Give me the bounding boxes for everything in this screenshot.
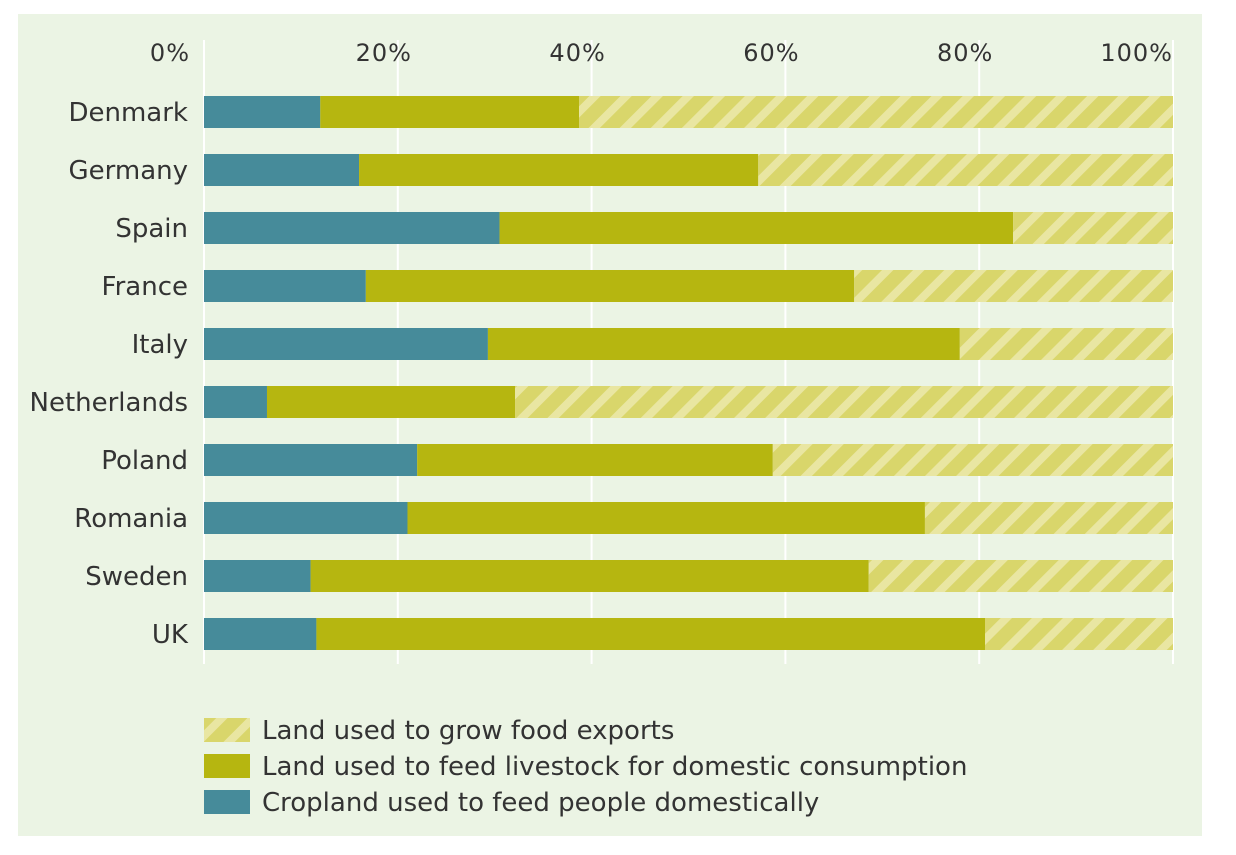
bar-segment <box>487 328 960 360</box>
bar-segment <box>1013 212 1173 244</box>
category-label: Germany <box>68 156 188 186</box>
bar-segment <box>407 502 925 534</box>
category-label: Netherlands <box>30 388 189 418</box>
legend-label: Land used to feed livestock for domestic… <box>262 752 967 782</box>
category-label: France <box>102 272 188 302</box>
bar-segment <box>204 618 317 650</box>
bar-segment <box>204 386 267 418</box>
bar-segment <box>204 444 418 476</box>
bar-segment <box>204 212 500 244</box>
bar-segment <box>499 212 1014 244</box>
bar-segment <box>320 96 580 128</box>
bar-segment <box>417 444 773 476</box>
x-tick-label: 80% <box>937 39 993 67</box>
category-labels: Denmark Germany Spain France Italy Netherland… <box>30 98 189 650</box>
category-label: Spain <box>115 214 188 244</box>
bar-segment <box>204 270 366 302</box>
category-label: Denmark <box>68 98 188 128</box>
bar-segment <box>204 154 360 186</box>
bars <box>204 96 1173 650</box>
x-tick-label: 60% <box>743 39 799 67</box>
legend-swatch <box>204 790 250 814</box>
bar-segment <box>365 270 855 302</box>
chart-panel: 0% 20% 40% 60% 80% 100% Denmark Germany Spain Fra… <box>18 14 1202 836</box>
x-tick-label: 100% <box>1100 39 1173 67</box>
bar-segment <box>204 328 488 360</box>
bar-segment <box>359 154 759 186</box>
bar-segment <box>985 618 1173 650</box>
x-tick-label: 0% <box>150 39 190 67</box>
bar-segment <box>204 96 321 128</box>
x-tick-label: 40% <box>549 39 605 67</box>
bar-segment <box>959 328 1173 360</box>
legend-swatch <box>204 754 250 778</box>
legend-label: Land used to grow food exports <box>262 716 674 746</box>
bar-segment <box>204 502 408 534</box>
bar-segment <box>310 560 869 592</box>
x-tick-label: 20% <box>356 39 412 67</box>
bar-segment <box>266 386 516 418</box>
legend-label: Cropland used to feed people domesticall… <box>262 788 819 818</box>
bar-segment <box>868 560 1173 592</box>
x-axis-ticks: 0% 20% 40% 60% 80% 100% <box>150 39 1173 67</box>
bar-segment <box>515 386 1173 418</box>
legend: Land used to grow food exports Land used … <box>204 716 967 818</box>
bar-segment <box>924 502 1173 534</box>
bar-segment <box>758 154 1173 186</box>
bar-segment <box>204 560 311 592</box>
category-label: Sweden <box>85 562 188 592</box>
bar-segment <box>316 618 986 650</box>
stacked-bar-chart: 0% 20% 40% 60% 80% 100% Denmark Germany Spain Fra… <box>30 39 1174 818</box>
legend-swatch <box>204 718 250 742</box>
category-label: Romania <box>74 504 188 534</box>
bar-segment <box>854 270 1173 302</box>
category-label: UK <box>152 620 189 650</box>
bar-segment <box>772 444 1173 476</box>
category-label: Poland <box>101 446 188 476</box>
bar-segment <box>579 96 1173 128</box>
category-label: Italy <box>132 330 188 360</box>
